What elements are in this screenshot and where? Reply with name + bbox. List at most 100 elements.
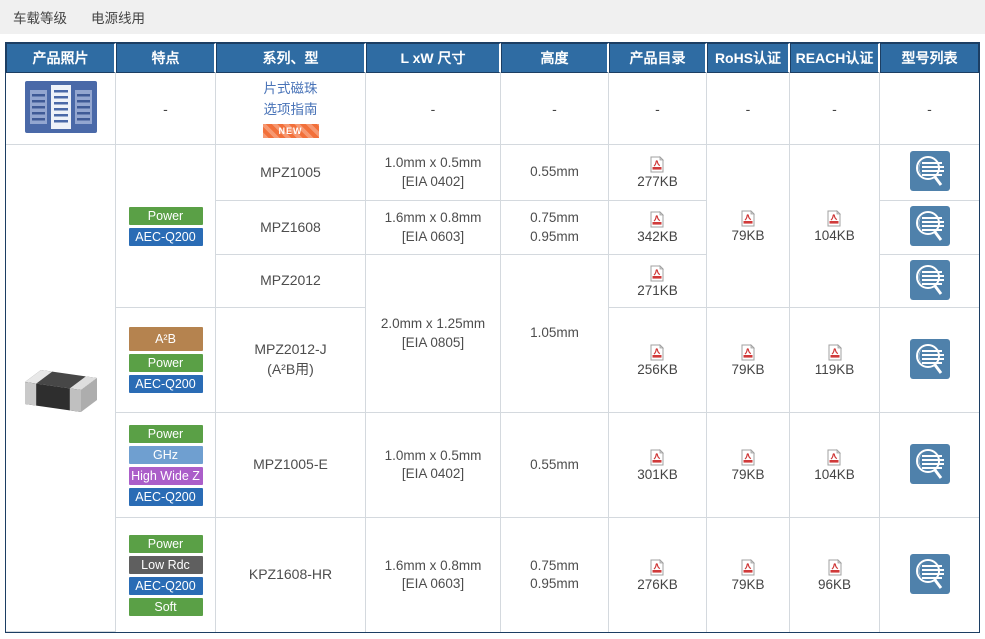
height-value: 0.75mm xyxy=(530,210,579,226)
header-reach: REACH认证 xyxy=(790,43,880,73)
feature-badge: Power xyxy=(128,354,203,372)
catalog-pdf-link[interactable]: 301KB xyxy=(637,448,678,482)
new-badge: NEW xyxy=(262,123,319,138)
models-cell xyxy=(880,308,979,413)
guide-link-line1: 片式磁珠 xyxy=(263,81,318,97)
rohs-cell: 79KB xyxy=(707,413,790,518)
reach-pdf-link[interactable]: 104KB xyxy=(814,209,855,243)
reach-size: 119KB xyxy=(814,361,855,377)
feature-badge: Low Rdc xyxy=(128,555,203,574)
dims-cell-2012-group: 2.0mm x 1.25mm [EIA 0805] xyxy=(366,255,501,413)
series-cell: MPZ1608 xyxy=(216,201,366,255)
pdf-icon xyxy=(650,558,665,575)
chip-photo xyxy=(24,369,97,412)
reach-pdf-link[interactable]: 96KB xyxy=(817,558,852,592)
feature-badge: AEC-Q200 xyxy=(128,375,203,393)
reach-pdf-link[interactable]: 104KB xyxy=(814,448,855,482)
catalog-pdf-link[interactable]: 277KB xyxy=(637,156,678,189)
height-cell: 0.75mm 0.95mm xyxy=(501,201,609,255)
pdf-icon xyxy=(828,558,842,575)
dims-eia: [EIA 0805] xyxy=(401,334,465,350)
header-height: 高度 xyxy=(501,43,609,73)
feature-badge: Power xyxy=(128,424,203,443)
rohs-pdf-link[interactable]: 79KB xyxy=(731,209,765,243)
catalog-pdf-link[interactable]: 271KB xyxy=(637,264,678,298)
features-cell-mpz-group: Power AEC-Q200 xyxy=(116,145,216,308)
dims-cell: 1.0mm x 0.5mm [EIA 0402] xyxy=(366,145,501,201)
catalog-size: 256KB xyxy=(637,361,678,377)
rohs-cell: 79KB xyxy=(707,518,790,632)
pdf-icon xyxy=(741,448,755,465)
pdf-icon xyxy=(827,448,842,465)
pdf-icon xyxy=(827,209,842,226)
model-list-icon[interactable] xyxy=(909,443,950,484)
pdf-icon xyxy=(650,448,665,465)
dims-size: 1.6mm x 0.8mm xyxy=(384,557,482,573)
catalog-size: 271KB xyxy=(637,282,678,298)
reach-cell: 104KB xyxy=(790,413,880,518)
model-list-icon[interactable] xyxy=(909,553,950,594)
header-lw-dimensions: L xW 尺寸 xyxy=(366,43,501,73)
model-list-icon[interactable] xyxy=(909,151,950,191)
dims-size: 1.0mm x 0.5mm xyxy=(384,447,482,463)
models-cell xyxy=(880,413,979,518)
feature-badge: High Wide Z xyxy=(128,466,203,485)
models-cell xyxy=(880,255,979,308)
rohs-pdf-link[interactable]: 79KB xyxy=(731,448,765,482)
height-value: 0.55mm xyxy=(530,164,579,180)
header-product-photo: 产品照片 xyxy=(6,43,116,73)
height-value2: 0.95mm xyxy=(530,228,579,244)
rohs-pdf-link[interactable]: 79KB xyxy=(731,558,765,592)
reach-pdf-link[interactable]: 119KB xyxy=(814,343,855,377)
model-list-icon[interactable] xyxy=(909,338,950,379)
row-mpz1608: MPZ1608 1.6mm x 0.8mm [EIA 0603] 0.75mm … xyxy=(6,201,979,255)
selection-guide-row: - 片式磁珠 选项指南 NEW - - - - - - xyxy=(6,73,979,145)
guide-models-cell: - xyxy=(880,73,979,145)
topbar-link-power-line[interactable]: 电源线用 xyxy=(91,11,145,26)
row-mpz2012: MPZ2012 2.0mm x 1.25mm [EIA 0805] 1.05mm xyxy=(6,255,979,413)
selection-guide-link[interactable]: 片式磁珠 选项指南 xyxy=(264,79,318,121)
pdf-icon xyxy=(828,343,842,360)
rohs-pdf-link[interactable]: 79KB xyxy=(731,343,765,377)
rohs-size: 79KB xyxy=(731,466,765,482)
height-value: 0.55mm xyxy=(530,456,579,472)
features-cell: Power Low Rdc AEC-Q200 Soft xyxy=(116,518,216,632)
reach-cell: 96KB xyxy=(790,518,880,632)
catalog-pdf-link[interactable]: 342KB xyxy=(637,211,678,244)
model-list-icon[interactable] xyxy=(909,206,950,246)
reach-size: 104KB xyxy=(814,466,855,482)
dims-eia: [EIA 0402] xyxy=(401,466,465,481)
pdf-icon xyxy=(741,209,755,226)
header-row: 产品照片 特点 系列、型 L xW 尺寸 高度 产品目录 RoHS认证 REAC… xyxy=(6,43,979,73)
topbar-link-vehicle-grade[interactable]: 车载等级 xyxy=(13,11,67,26)
rohs-size: 79KB xyxy=(731,576,765,592)
dims-eia: [EIA 0603] xyxy=(401,228,465,244)
feature-badge: Power xyxy=(128,534,203,553)
selection-guide-icon[interactable] xyxy=(24,81,97,133)
features-cell: Power GHz High Wide Z AEC-Q200 xyxy=(116,413,216,518)
guide-rohs-cell: - xyxy=(707,73,790,145)
catalog-cell: 277KB xyxy=(609,145,707,201)
feature-badge: Soft xyxy=(128,597,203,616)
feature-badge: AEC-Q200 xyxy=(128,576,203,595)
catalog-pdf-link[interactable]: 276KB xyxy=(637,558,678,592)
catalog-pdf-link[interactable]: 256KB xyxy=(637,343,678,377)
height-value: 1.05mm xyxy=(530,325,579,341)
rohs-size: 79KB xyxy=(731,361,765,377)
height-cell: 0.55mm xyxy=(501,413,609,518)
guide-catalog-cell: - xyxy=(609,73,707,145)
catalog-size: 301KB xyxy=(637,466,678,482)
guide-reach-cell: - xyxy=(790,73,880,145)
product-table: 产品照片 特点 系列、型 L xW 尺寸 高度 产品目录 RoHS认证 REAC… xyxy=(6,43,979,632)
height-cell: 0.55mm xyxy=(501,145,609,201)
model-list-icon[interactable] xyxy=(909,259,950,300)
pdf-icon xyxy=(650,343,665,360)
reach-cell-mpz-group: 104KB xyxy=(790,145,880,308)
series-cell: MPZ1005 xyxy=(216,145,366,201)
catalog-cell: 301KB xyxy=(609,413,707,518)
pdf-icon xyxy=(741,558,755,575)
guide-link-line2: 选项指南 xyxy=(263,102,318,117)
feature-badge: AEC-Q200 xyxy=(128,487,203,506)
reach-size: 96KB xyxy=(817,576,852,592)
header-catalog: 产品目录 xyxy=(609,43,707,73)
